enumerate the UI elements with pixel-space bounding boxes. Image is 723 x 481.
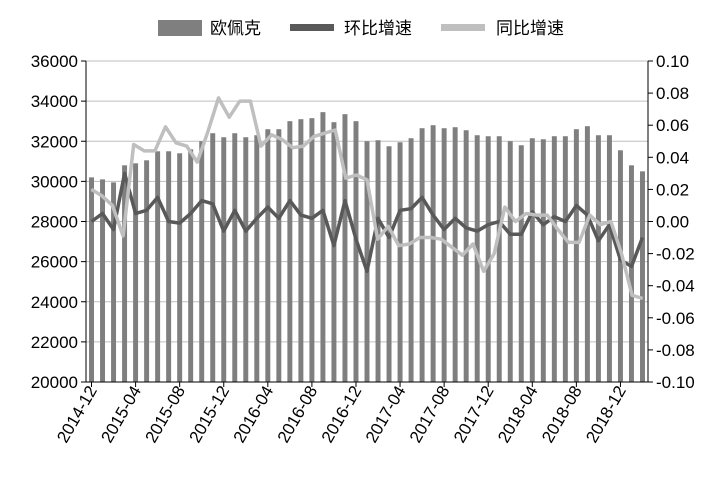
bar xyxy=(419,128,425,382)
bar xyxy=(221,137,227,382)
bar xyxy=(232,133,238,382)
bar xyxy=(155,151,161,382)
bar xyxy=(430,125,436,382)
y-right-tick-label: -0.04 xyxy=(656,277,695,296)
bar xyxy=(265,129,271,382)
y-right-tick-label: 0.00 xyxy=(656,213,689,232)
bar xyxy=(353,121,359,382)
x-tick-label: 2017-04 xyxy=(362,383,410,447)
bar xyxy=(551,136,557,382)
bar xyxy=(463,130,469,382)
bar xyxy=(331,122,337,383)
bar xyxy=(606,135,612,382)
x-tick-label: 2017-08 xyxy=(406,383,454,447)
bar xyxy=(628,165,634,382)
bar xyxy=(166,151,172,382)
x-tick-label: 2018-04 xyxy=(494,383,542,447)
y-right-tick-label: 0.02 xyxy=(656,180,689,199)
bar xyxy=(243,137,249,382)
bar xyxy=(188,149,194,382)
bar xyxy=(254,135,260,382)
bar xyxy=(529,138,535,382)
y-right-tick-label: 0.10 xyxy=(656,52,689,71)
bar xyxy=(573,129,579,382)
x-tick-label: 2017-12 xyxy=(450,383,498,447)
y-right-tick-label: 0.04 xyxy=(656,148,689,167)
bar xyxy=(144,160,150,382)
y-left-tick-label: 26000 xyxy=(31,253,78,272)
y-axis-left-labels: 20000 22000 24000 26000 28000 30000 32000 34000… xyxy=(31,52,78,392)
bar xyxy=(111,182,117,382)
bar xyxy=(386,146,392,382)
bar xyxy=(100,179,106,382)
bar xyxy=(485,136,491,382)
bar xyxy=(122,165,128,382)
y-right-tick-label: -0.02 xyxy=(656,245,695,264)
legend: 欧佩克 环比增速 同比增速 xyxy=(158,19,564,39)
x-tick-label: 2016-08 xyxy=(274,383,322,447)
x-axis-labels: 2014-122015-042015-082015-122016-042016-… xyxy=(53,382,630,446)
y-left-tick-label: 20000 xyxy=(31,373,78,392)
bar-series-opec xyxy=(89,112,645,383)
y-right-tick-label: -0.08 xyxy=(656,341,695,360)
bar xyxy=(199,141,205,382)
y-right-tick-label: -0.10 xyxy=(656,373,695,392)
bar xyxy=(298,119,304,383)
y-right-tick-label: 0.06 xyxy=(656,116,689,135)
legend-label-mom: 环比增速 xyxy=(344,19,412,39)
bar xyxy=(617,150,623,382)
bar xyxy=(584,126,590,382)
x-tick-label: 2018-08 xyxy=(538,383,586,447)
bar xyxy=(408,138,414,382)
legend-swatch-opec-bar xyxy=(158,20,202,36)
legend-label-yoy: 同比增速 xyxy=(496,19,564,39)
bar xyxy=(540,139,546,382)
y-left-tick-label: 30000 xyxy=(31,172,78,191)
bar xyxy=(397,142,403,382)
y-left-tick-label: 32000 xyxy=(31,132,78,151)
x-tick-label: 2015-08 xyxy=(141,383,189,447)
x-tick-label: 2015-04 xyxy=(97,383,145,447)
bar xyxy=(309,118,315,382)
bar xyxy=(452,127,458,382)
bar xyxy=(89,177,94,382)
bar xyxy=(364,141,370,382)
bar xyxy=(595,135,601,382)
bar xyxy=(342,114,348,383)
x-tick-label: 2014-12 xyxy=(53,383,101,447)
bar xyxy=(640,171,645,382)
x-tick-label: 2016-04 xyxy=(230,383,278,447)
bar xyxy=(441,128,447,382)
bar xyxy=(562,136,568,382)
y-right-tick-label: -0.06 xyxy=(656,309,695,328)
bar xyxy=(320,112,326,383)
legend-label-opec: 欧佩克 xyxy=(210,19,261,39)
bar xyxy=(507,141,513,382)
bar xyxy=(177,153,183,382)
y-left-tick-label: 34000 xyxy=(31,92,78,111)
bar xyxy=(375,140,381,382)
y-left-tick-label: 24000 xyxy=(31,293,78,312)
bar xyxy=(518,145,524,382)
bar xyxy=(210,133,216,382)
legend-swatch-mom-line xyxy=(290,24,334,31)
x-tick-label: 2015-12 xyxy=(186,383,234,447)
bar xyxy=(496,136,502,382)
y-axis-right-labels: -0.10 -0.08 -0.06 -0.04 -0.02 0.00 0.02 0.04 0.0… xyxy=(656,52,695,392)
line-yoy-growth xyxy=(90,96,644,301)
x-tick-label: 2018-12 xyxy=(582,383,630,447)
bar xyxy=(287,121,293,382)
legend-swatch-yoy-line xyxy=(441,24,485,31)
x-tick-label: 2016-12 xyxy=(318,383,366,447)
line-series xyxy=(90,96,645,301)
y-left-tick-label: 28000 xyxy=(31,213,78,232)
y-right-tick-label: 0.08 xyxy=(656,84,689,103)
bar xyxy=(276,129,282,382)
y-left-tick-label: 36000 xyxy=(31,52,78,71)
y-left-tick-label: 22000 xyxy=(31,333,78,352)
bar xyxy=(133,163,139,382)
